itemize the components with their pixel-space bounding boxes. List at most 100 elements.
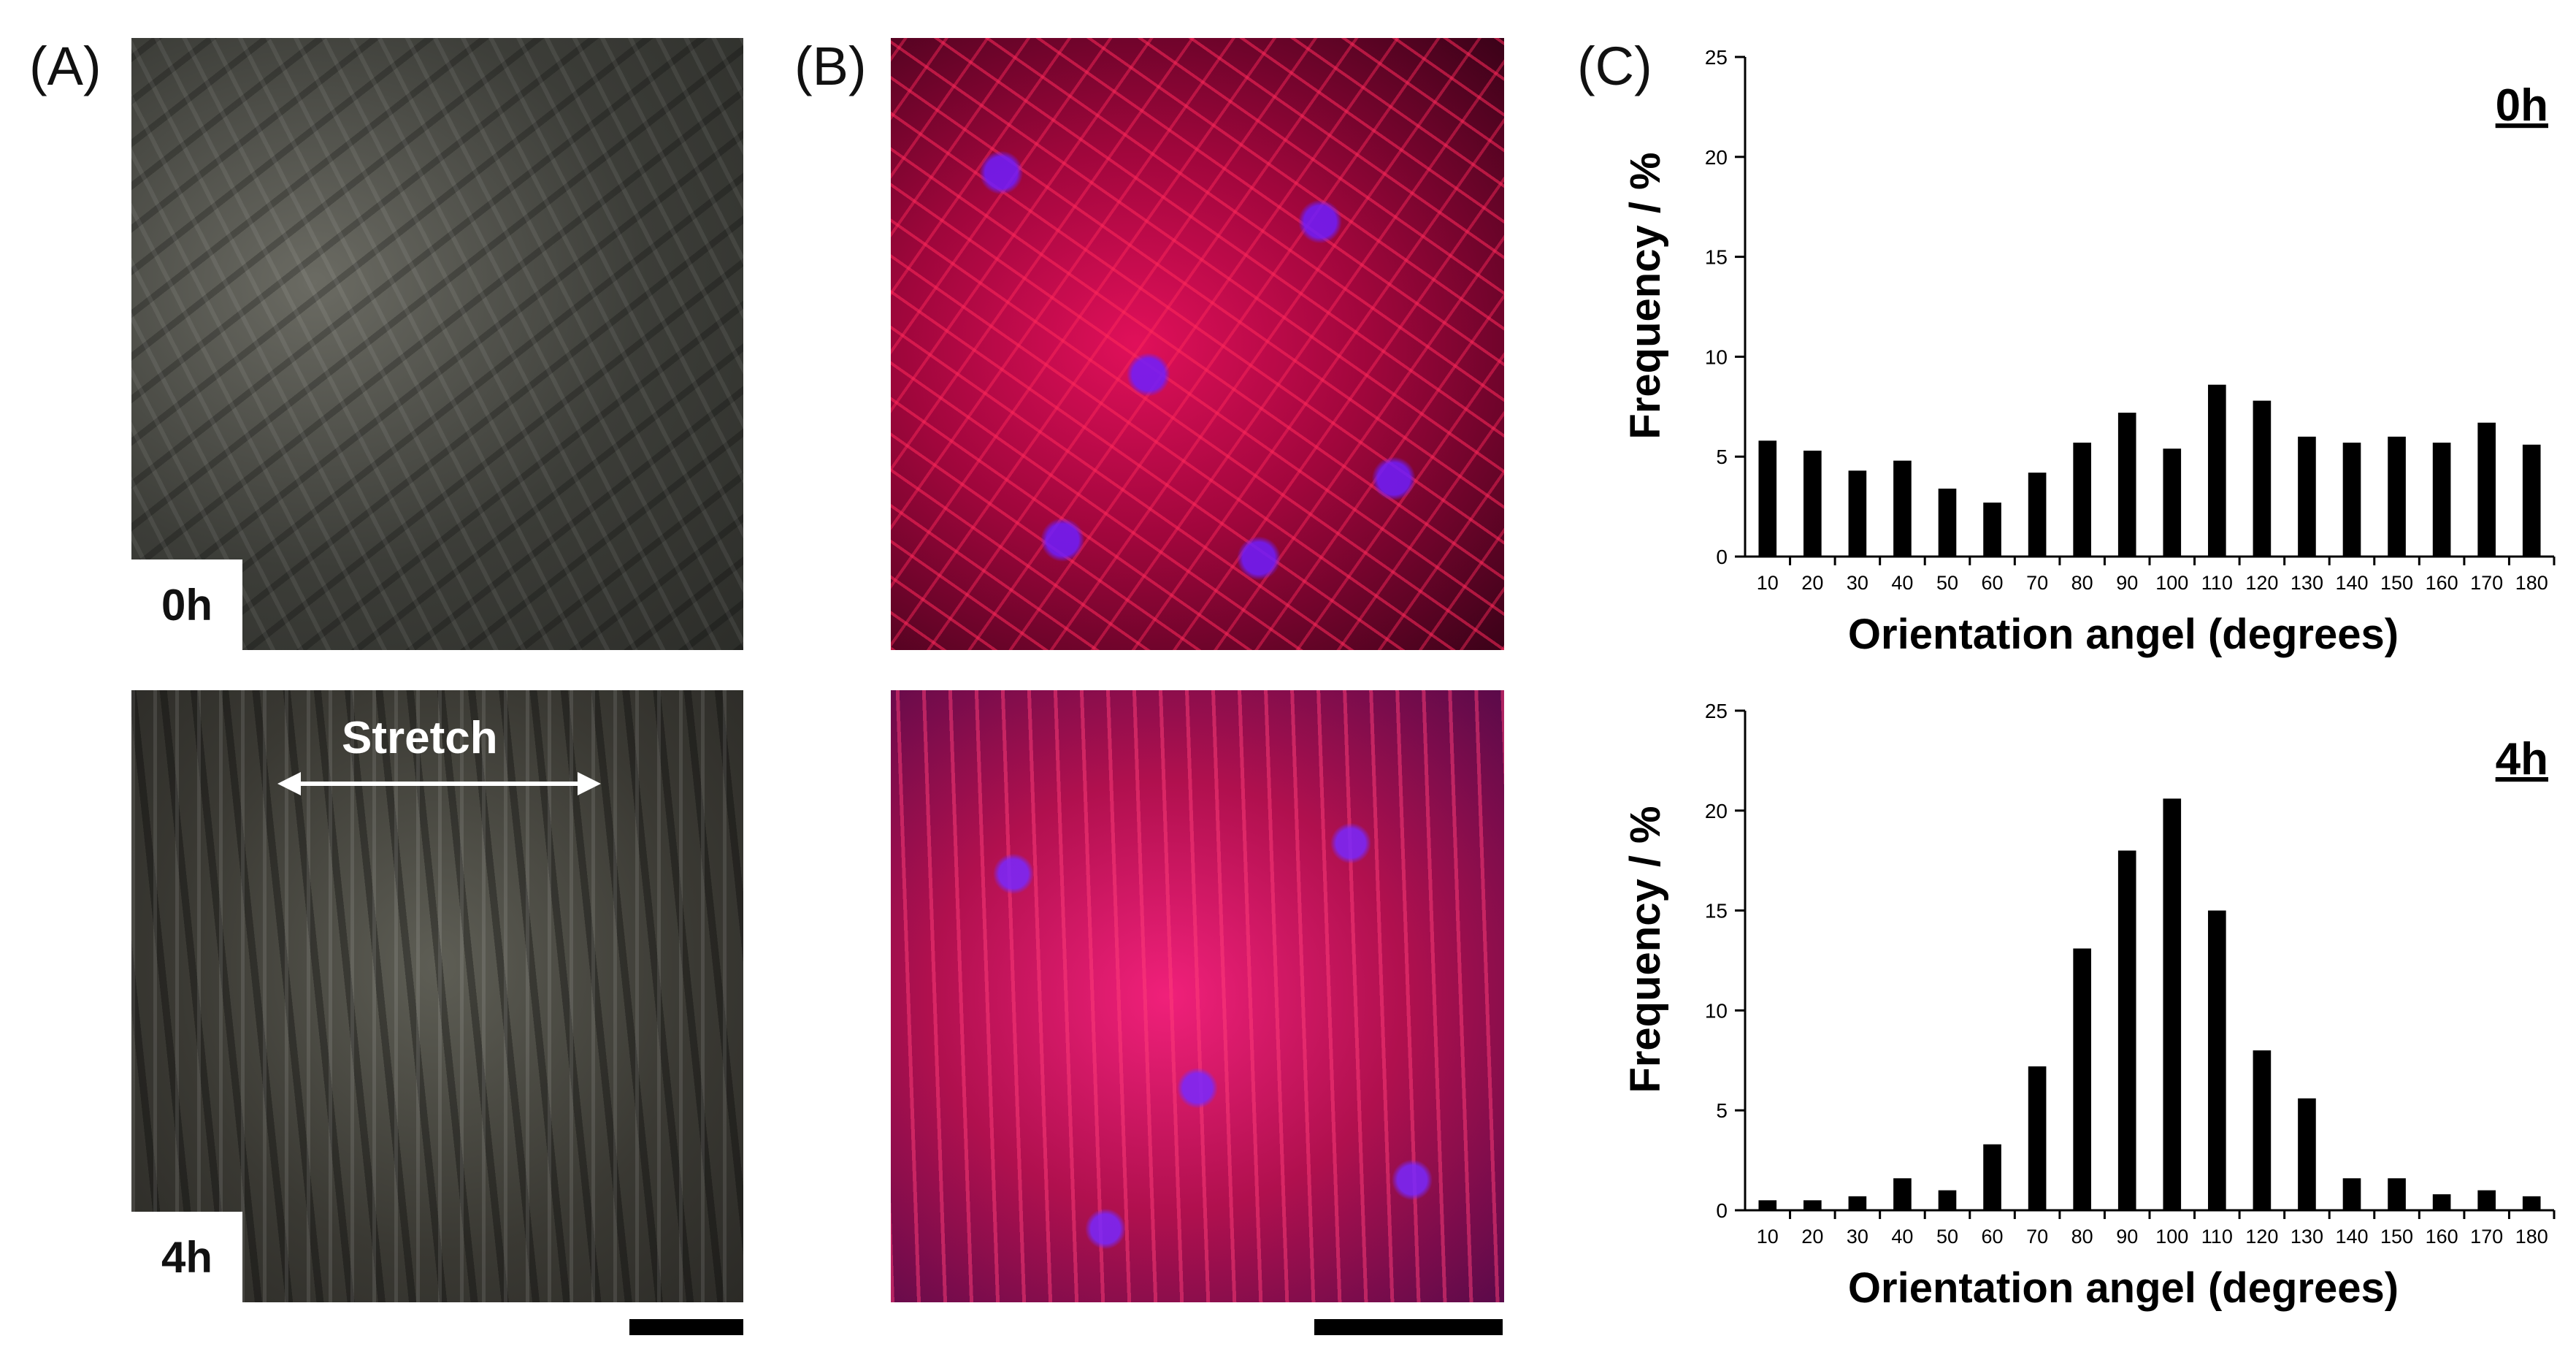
x-tick-label: 170 [2470, 1226, 2503, 1248]
bar [2208, 384, 2226, 557]
x-tick-label: 60 [1982, 1226, 2004, 1248]
bar [1938, 1190, 1957, 1210]
x-tick-label: 40 [1891, 572, 1913, 594]
bar [2163, 448, 2182, 557]
bar [2253, 400, 2272, 557]
bar [2477, 422, 2496, 557]
y-tick-label: 25 [1705, 700, 1728, 722]
time-tag-4h: 4h [131, 1212, 242, 1302]
x-tick-label: 160 [2426, 1226, 2458, 1248]
x-tick-label: 60 [1982, 572, 2004, 594]
x-tick-label: 110 [2201, 1226, 2233, 1248]
bar [1803, 450, 1822, 557]
x-tick-label: 40 [1891, 1226, 1913, 1248]
bar [1848, 1196, 1867, 1210]
fluorescence-image-0h [891, 38, 1504, 650]
time-tag-0h: 0h [131, 559, 242, 650]
bar [2073, 443, 2091, 557]
histogram-4h: 4h Frequency / % Orientation angel (degr… [1622, 700, 2556, 1312]
bar [2028, 1066, 2047, 1210]
y-axis-label-0h: Frequency / % [1622, 152, 1669, 439]
x-tick-label: 180 [2515, 572, 2548, 594]
x-tick-label: 20 [1801, 572, 1823, 594]
x-tick-label: 160 [2426, 572, 2458, 594]
y-axis-label-4h: Frequency / % [1622, 806, 1669, 1093]
y-tick-label: 15 [1705, 900, 1728, 922]
y-tick-label: 0 [1716, 1199, 1728, 1222]
x-tick-label: 120 [2245, 572, 2278, 594]
panel-c-label: (C) [1577, 36, 1652, 96]
chart-title-0h: 0h [2496, 80, 2548, 131]
stretch-arrow-icon [277, 772, 601, 795]
x-tick-label: 50 [1936, 1226, 1958, 1248]
x-tick-label: 130 [2291, 572, 2323, 594]
bar [2298, 436, 2316, 557]
x-tick-label: 10 [1757, 572, 1779, 594]
x-tick-label: 150 [2380, 572, 2413, 594]
scale-bar-a [629, 1319, 743, 1335]
panel-b-label: (B) [794, 36, 867, 96]
bar [1848, 470, 1867, 557]
bar [2298, 1098, 2316, 1210]
bar [1758, 1200, 1777, 1210]
x-tick-label: 20 [1801, 1226, 1823, 1248]
x-tick-label: 180 [2515, 1226, 2548, 1248]
bar [2477, 1190, 2496, 1210]
bar [2028, 473, 2047, 557]
x-tick-label: 140 [2335, 1226, 2368, 1248]
x-tick-label: 90 [2116, 572, 2138, 594]
bar [2388, 436, 2406, 557]
bar [1893, 460, 1912, 557]
fluorescence-image-4h [891, 690, 1504, 1302]
x-tick-label: 50 [1936, 572, 1958, 594]
x-tick-label: 80 [2071, 1226, 2093, 1248]
x-tick-label: 130 [2291, 1226, 2323, 1248]
bar [2253, 1050, 2272, 1210]
bar [1938, 488, 1957, 557]
bar [2117, 413, 2136, 557]
scale-bar-b [1314, 1319, 1503, 1335]
bar [1803, 1200, 1822, 1210]
x-tick-label: 140 [2335, 572, 2368, 594]
phase-contrast-image-0h: 0h [131, 38, 743, 650]
stretch-label: Stretch [342, 713, 498, 763]
bar [2342, 1178, 2361, 1210]
x-tick-label: 80 [2071, 572, 2093, 594]
phase-contrast-image-4h: Stretch 4h [131, 690, 743, 1302]
x-tick-label: 10 [1757, 1226, 1779, 1248]
y-tick-label: 10 [1705, 999, 1728, 1022]
x-tick-label: 170 [2470, 572, 2503, 594]
bar [2342, 443, 2361, 557]
y-tick-label: 5 [1716, 1099, 1728, 1122]
x-tick-label: 30 [1847, 1226, 1868, 1248]
x-tick-label: 70 [2026, 572, 2048, 594]
x-tick-label: 90 [2116, 1226, 2138, 1248]
x-tick-label: 120 [2245, 1226, 2278, 1248]
x-tick-label: 70 [2026, 1226, 2048, 1248]
bar [2522, 444, 2541, 557]
y-tick-label: 5 [1716, 446, 1728, 468]
bar [2163, 798, 2182, 1210]
y-tick-label: 15 [1705, 246, 1728, 269]
y-tick-label: 25 [1705, 46, 1728, 69]
y-tick-label: 20 [1705, 146, 1728, 169]
bar [1983, 1144, 2001, 1210]
x-axis-label-4h: Orientation angel (degrees) [1848, 1264, 2399, 1312]
bar [2208, 910, 2226, 1210]
x-axis-label-0h: Orientation angel (degrees) [1848, 611, 2399, 658]
y-tick-label: 10 [1705, 345, 1728, 368]
bar [2388, 1178, 2406, 1210]
chart-title-4h: 4h [2496, 734, 2548, 784]
bar [2432, 1194, 2451, 1210]
bar [2117, 850, 2136, 1210]
panel-a-label: (A) [29, 36, 101, 96]
histogram-0h: 0h Frequency / % Orientation angel (degr… [1622, 46, 2556, 658]
y-tick-label: 0 [1716, 546, 1728, 568]
y-tick-label: 20 [1705, 800, 1728, 822]
x-tick-label: 100 [2155, 1226, 2188, 1248]
x-tick-label: 100 [2155, 572, 2188, 594]
bar [1758, 440, 1777, 557]
x-tick-label: 150 [2380, 1226, 2413, 1248]
bar [1983, 503, 2001, 557]
x-tick-label: 110 [2201, 572, 2233, 594]
